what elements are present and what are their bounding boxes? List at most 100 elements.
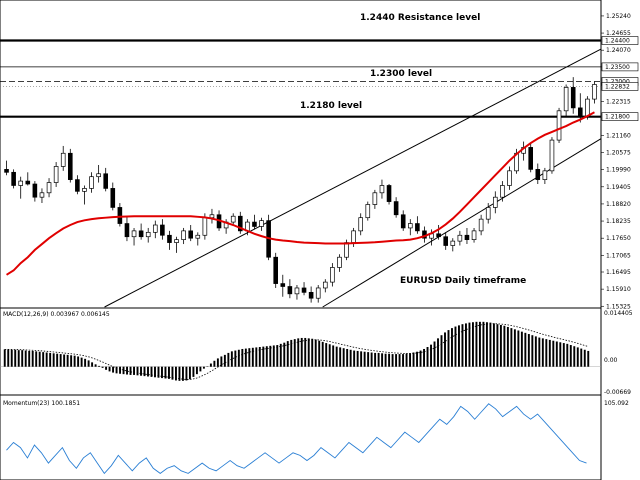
candle-body [53, 166, 59, 183]
channel-lower-line [322, 138, 602, 308]
level-badge: 1.23500 [601, 62, 639, 72]
candle-body [549, 139, 555, 172]
price-axis-tick-label: 1.17065 [606, 252, 631, 259]
candle [372, 189, 378, 209]
candle [167, 230, 172, 250]
candle-body [464, 234, 470, 241]
candle-body [528, 147, 534, 170]
candle-body [124, 223, 130, 238]
level-badge-label: 1.23500 [605, 64, 630, 71]
momentum-line [6, 403, 587, 475]
candle-body [400, 214, 406, 229]
candlesticks [4, 77, 597, 303]
candle [556, 107, 562, 144]
candle-body [89, 176, 94, 189]
candle-body [485, 207, 491, 220]
candle [160, 219, 165, 240]
candle-body [358, 217, 364, 232]
candle-body [393, 201, 399, 216]
candle-body [252, 221, 257, 227]
candle [294, 285, 300, 300]
candle-body [202, 217, 208, 236]
candle-body [365, 204, 371, 219]
candle-body [32, 183, 38, 198]
price-axis-tick-label: 1.22315 [606, 99, 631, 106]
candle-body [542, 170, 548, 180]
candle [188, 225, 194, 242]
candle [75, 175, 80, 195]
candle-body [450, 240, 456, 246]
candle [308, 286, 314, 303]
candle-body [407, 223, 413, 229]
candle-body [415, 223, 420, 232]
candle-body [25, 180, 31, 185]
candle [25, 172, 31, 186]
candle-body [131, 230, 137, 238]
candle-body [167, 234, 172, 243]
price-axis-tick-label: 1.15325 [606, 303, 631, 310]
candle-body [117, 207, 123, 224]
candle-body [436, 233, 441, 238]
macd-panel: MACD(12,26,9) 0.003967 0.006145 0.014405… [0, 307, 633, 396]
candle [82, 185, 87, 205]
candle [535, 163, 541, 185]
level-badge-box [601, 82, 639, 91]
candle-body [577, 107, 583, 118]
level-badge: 1.24400 [601, 36, 639, 45]
moving-average-line [6, 111, 595, 276]
candle [365, 201, 371, 221]
candle [117, 203, 123, 227]
candle [46, 178, 52, 198]
candle [39, 188, 45, 204]
candle-body [110, 188, 116, 208]
momentum-tick-top: 105.092 [604, 400, 629, 407]
candle-body [4, 169, 9, 173]
level-badge-box [601, 36, 639, 45]
candle [4, 160, 9, 176]
candle-body [563, 87, 569, 112]
macd-tick-bottom: -0.00669 [604, 389, 631, 396]
momentum-panel: Momentum(23) 100.1851 105.092 [0, 394, 629, 480]
level-badge-label: 1.24400 [605, 38, 630, 45]
candle [11, 169, 16, 189]
price-panel-frame [0, 0, 602, 309]
candle-body [301, 287, 307, 293]
candle [230, 213, 236, 226]
timeframe-annotation: EURUSD Daily timeframe [400, 276, 526, 286]
candle [124, 216, 130, 242]
candle [67, 148, 73, 183]
candle-body [287, 286, 293, 295]
candle [103, 167, 109, 192]
candle [393, 197, 399, 218]
candle [145, 227, 151, 243]
candle [478, 214, 484, 236]
level-badge: 1.21800 [601, 112, 639, 121]
candle-body [188, 230, 194, 239]
price-axis-tick-label: 1.21160 [606, 132, 631, 139]
candle [577, 93, 583, 123]
candle-body [294, 287, 300, 295]
candle [471, 227, 477, 243]
candle-body [18, 180, 24, 186]
candle [450, 238, 456, 252]
candle-body [174, 239, 179, 243]
price-axis-tick-label: 1.25240 [606, 13, 631, 20]
candle-body [344, 242, 349, 258]
level-badge-label: 1.23000 [605, 79, 630, 86]
macd-tick-zero: 0.00 [604, 357, 618, 364]
candle-body [60, 152, 66, 167]
candle [436, 225, 441, 240]
candle-body [478, 218, 484, 232]
momentum-title: Momentum(23) 100.1851 [3, 400, 80, 407]
candle [273, 252, 279, 288]
candle-body [315, 287, 321, 299]
price-axis-tick-label: 1.20575 [606, 150, 631, 157]
price-axis: 1.25240 1.24655 1.24070 1.23500 1.22315 1.211… [601, 13, 631, 310]
candle [96, 164, 101, 183]
level-badge-box [601, 112, 639, 121]
resistance-annotation: 1.2440 Resistance level [360, 13, 480, 23]
candle-body [500, 185, 505, 198]
candle [563, 84, 569, 117]
candle [330, 263, 335, 287]
candle-body [457, 234, 463, 242]
